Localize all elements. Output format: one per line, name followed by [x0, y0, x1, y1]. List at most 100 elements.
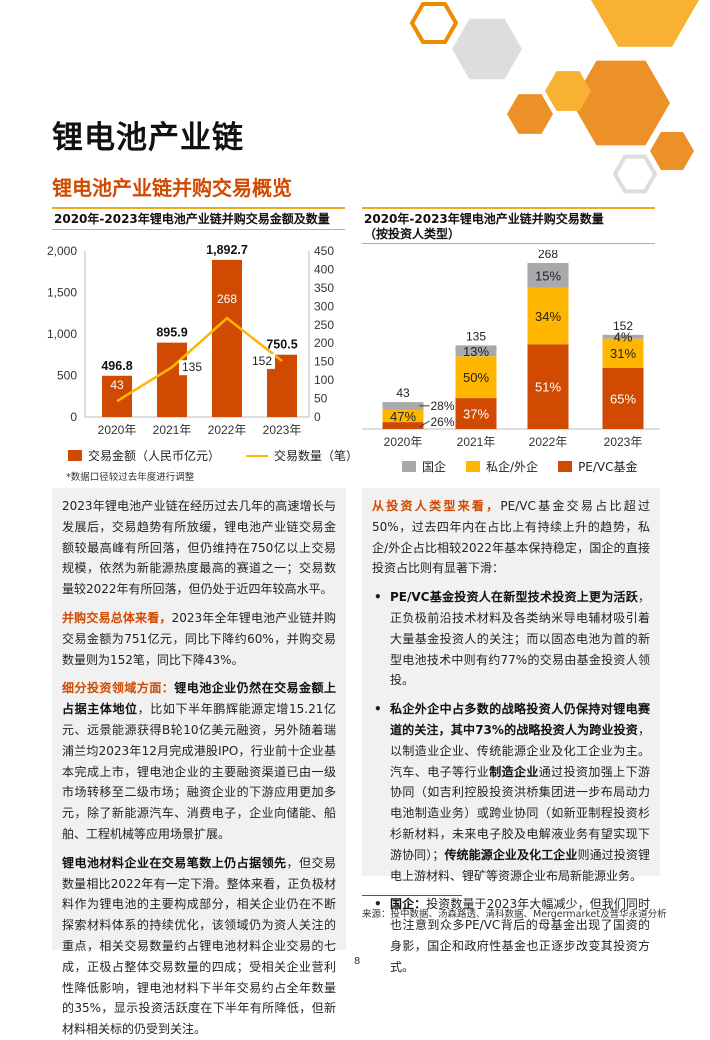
body-text: 2023年全年锂电池产业链并购交易金额为751亿元，同比下降约60%，并购交易数…	[62, 610, 336, 667]
stacked-segment	[382, 409, 424, 423]
bold-text: 私企外企中占多数的战略投资人仍保持对锂电赛道的关注，其中73%的战略投资人为跨业…	[390, 702, 650, 737]
total-count-label: 43	[396, 386, 410, 400]
right-text-box: 从投资人类型来看，PE/VC基金交易占比超过50%，过去四年内在占比上有持续上升…	[362, 488, 660, 974]
legend-label-private: 私企/外企	[486, 460, 539, 474]
left-tick-label: 0	[70, 410, 77, 424]
investor-chart-title-line2: （按投资人类型）	[364, 227, 461, 241]
investor-type-chart: 26% 47% 28% 43 2020年 37% 50% 13%135 2021年 51% 34% 1…	[362, 250, 660, 449]
amount-value-label: 496.8	[101, 359, 132, 373]
right-tick-label: 450	[314, 244, 334, 258]
body-text: 则通过投资锂电上游材料、锂矿等资源企业布局新能源业务。	[390, 847, 650, 883]
hexagon-shape	[572, 60, 670, 146]
right-tick-label: 50	[314, 392, 328, 406]
amount-value-label: 895.9	[156, 326, 187, 340]
x-tick-label: 2020年	[98, 423, 137, 437]
segment-percent-label: 26%	[431, 415, 455, 429]
highlight-heading: 并购交易总体来看，	[62, 610, 172, 625]
segment-percent-label: 15%	[535, 268, 561, 283]
amount-bar	[212, 259, 242, 417]
segment-percent-label: 50%	[463, 370, 489, 385]
legend-swatch-soe	[402, 461, 416, 472]
right-tick-label: 300	[314, 299, 334, 313]
legend-swatch-private	[466, 461, 481, 472]
segment-percent-label: 34%	[535, 309, 561, 324]
segment-percent-label: 4%	[614, 330, 633, 345]
legend-swatch-count	[246, 454, 269, 457]
legend-label-soe: 国企	[422, 460, 447, 474]
count-value-label: 43	[110, 378, 124, 392]
bold-text: 制造企业	[489, 764, 539, 779]
x-tick-label: 2021年	[457, 435, 496, 449]
bullet-item: PE/VC基金投资人在新型技术投资上更为活跃，正负极前沿技术材料及各类纳米导电辅…	[372, 587, 650, 691]
segment-percent-label: 13%	[463, 344, 489, 359]
count-label-bg	[249, 353, 275, 369]
right-tick-label: 200	[314, 336, 334, 350]
right-tick-label: 150	[314, 355, 334, 369]
left-tick-label: 1,500	[47, 286, 77, 300]
chart-footnote: *数据口径较过去年度进行调整	[66, 472, 195, 483]
right-tick-label: 250	[314, 318, 334, 332]
stacked-segment	[455, 345, 497, 357]
highlight-heading: 细分投资领域方面：	[62, 681, 175, 696]
segment-percent-label: 28%	[431, 399, 455, 413]
hexagon-shape	[545, 71, 591, 111]
investor-bullet-list: PE/VC基金投资人在新型技术投资上更为活跃，正负极前沿技术材料及各类纳米导电辅…	[372, 587, 650, 977]
segment-percent-label: 31%	[610, 346, 636, 361]
stacked-segment	[382, 422, 424, 429]
stacked-segment	[602, 367, 644, 429]
investor-intro-paragraph: 从投资人类型来看，PE/VC基金交易占比超过50%，过去四年内在占比上有持续上升…	[372, 496, 650, 579]
left-tick-label: 500	[57, 369, 77, 383]
body-text: 2023年锂电池产业链在经历过去几年的高速增长与发展后，交易趋势有所放缓，锂电池…	[62, 499, 336, 597]
body-text: ，但交易数量相比2022年有一定下滑。整体来看，正负极材料作为锂电池的主要构成部…	[62, 855, 336, 1037]
stacked-segment	[455, 356, 497, 399]
x-tick-label: 2020年	[384, 435, 423, 449]
total-count-label: 135	[466, 329, 486, 343]
source-note: 来源：投中数据、汤森路透、清科数据、Mergermarket及普华永道分析	[362, 909, 667, 920]
investor-chart-title: 2020年-2023年锂电池产业链并购交易数量 （按投资人类型）	[362, 207, 655, 244]
legend-swatch-pevc	[558, 461, 573, 472]
stacked-segment	[527, 344, 569, 429]
amount-bar	[157, 342, 187, 417]
segment-percent-label: 37%	[463, 407, 489, 422]
count-line	[116, 316, 283, 403]
investor-chart-legend: 国企 私企/外企 PE/VC基金	[402, 458, 638, 475]
summary-paragraph: 锂电池材料企业在交易笔数上仍占据领先，但交易数量相比2022年有一定下滑。整体来…	[62, 853, 336, 1040]
x-tick-label: 2022年	[529, 435, 568, 449]
segment-percent-label: 51%	[535, 380, 561, 395]
right-tick-label: 100	[314, 373, 334, 387]
body-text: 投资数量于2023年大幅减少，但我们同时也注意到众多PE/VC背后的母基金出现了…	[390, 897, 650, 974]
source-divider	[362, 895, 462, 896]
body-text: 通过投资加强上下游协同（如吉利控股投资洪桥集团进一步布局动力电池制造业务）或跨业…	[390, 764, 650, 862]
right-tick-label: 400	[314, 262, 334, 276]
hexagon-shape	[409, 1, 459, 45]
legend-label-pevc: PE/VC基金	[578, 460, 638, 474]
bold-text: 传统能源企业及化工企业	[444, 847, 578, 862]
x-tick-label: 2023年	[604, 435, 643, 449]
x-tick-label: 2021年	[153, 423, 192, 437]
body-text: ，比如下半年鹏辉能源定增15.21亿元、远景能源获得B轮10亿美元融资，另外随着…	[62, 702, 336, 841]
bullet-item: 国企：投资数量于2023年大幅减少，但我们同时也注意到众多PE/VC背后的母基金…	[372, 894, 650, 977]
count-value-label: 268	[217, 292, 237, 306]
investor-chart-title-line1: 2020年-2023年锂电池产业链并购交易数量	[364, 212, 604, 226]
highlight-heading: 从投资人类型来看，	[372, 499, 501, 513]
hexagon-shape	[507, 94, 553, 134]
bold-text: 锂电池企业仍然在交易金额上占据主体地位	[62, 681, 336, 717]
right-tick-label: 350	[314, 281, 334, 295]
hexagon-shape	[650, 131, 694, 171]
stacked-segment	[527, 287, 569, 345]
stacked-segment	[602, 334, 644, 339]
segment-percent-label: 47%	[390, 409, 416, 424]
left-tick-label: 2,000	[47, 244, 77, 258]
amount-value-label: 1,892.7	[206, 243, 248, 257]
count-label-bg	[179, 360, 205, 376]
page-title: 锂电池产业链	[52, 120, 244, 156]
amount-value-label: 750.5	[266, 338, 297, 352]
total-count-label: 152	[613, 319, 633, 333]
x-tick-label: 2022年	[208, 423, 247, 437]
page-number: 8	[354, 956, 361, 967]
stacked-segment	[455, 398, 497, 429]
summary-paragraph: 并购交易总体来看，2023年全年锂电池产业链并购交易金额为751亿元，同比下降约…	[62, 608, 336, 670]
hexagon-decoration	[409, 0, 699, 194]
hexagon-shape	[591, 0, 699, 47]
hexagon-shape	[452, 18, 522, 80]
